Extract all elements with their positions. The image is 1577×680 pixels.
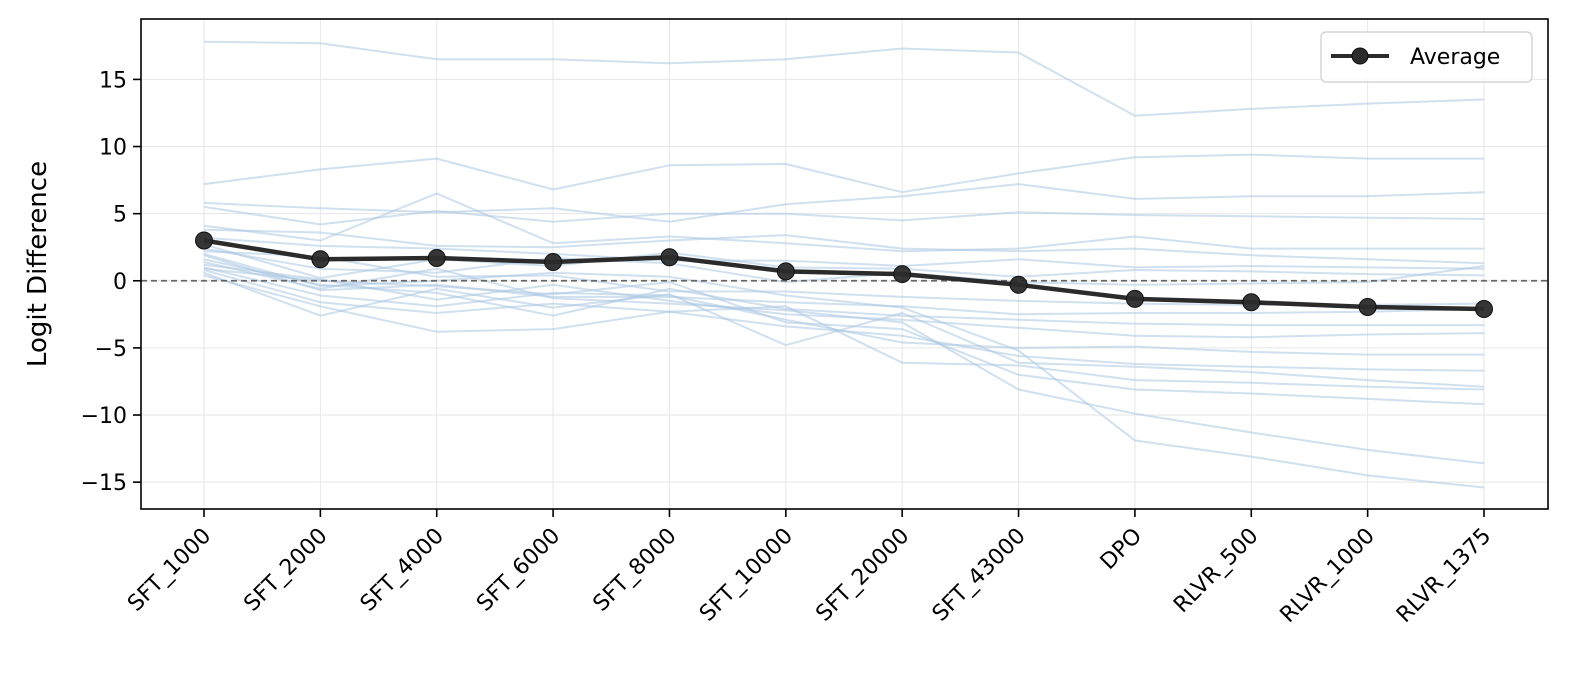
individual-series-line-3	[203, 183, 1485, 223]
y-tick-label: −10	[81, 404, 127, 429]
individual-series-lines	[203, 40, 1485, 489]
average-series-line	[203, 238, 1485, 312]
average-point-SFT_8000	[660, 248, 679, 267]
individual-series-line-16	[203, 271, 1485, 388]
y-tick-label: 0	[113, 270, 127, 295]
individual-series-line-12	[203, 258, 1484, 327]
y-tick-label: −15	[81, 471, 127, 496]
individual-series-line-6	[203, 228, 1485, 265]
y-tick-label: 5	[113, 203, 127, 228]
individual-series-line-17	[203, 274, 1485, 391]
individual-series-line-2	[203, 153, 1484, 194]
individual-series-line-18	[203, 267, 1485, 406]
individual-series-line-19	[203, 261, 1485, 465]
average-point-SFT_6000	[544, 252, 563, 271]
average-point-SFT_20000	[893, 265, 912, 284]
individual-series-line-20	[203, 252, 1485, 489]
y-tick-label: 15	[99, 68, 127, 93]
average-point-RLVR_1375	[1475, 299, 1493, 318]
individual-series-line-1	[203, 40, 1485, 117]
average-point-SFT_43000	[1009, 275, 1028, 294]
individual-series-line-4	[203, 205, 1485, 226]
individual-series-line-15	[203, 269, 1485, 372]
individual-series-line-7	[203, 236, 1485, 270]
legend-box	[1320, 31, 1533, 83]
y-axis: −15 −10 −5 0 5 10 15	[81, 68, 141, 496]
average-point-SFT_1000	[195, 231, 213, 250]
y-tick-label: 10	[99, 136, 127, 161]
legend-swatch-marker	[1351, 47, 1369, 65]
plot-area-frame	[140, 18, 1549, 510]
y-axis-label: Logit Difference	[23, 161, 53, 367]
average-point-SFT_2000	[311, 250, 330, 269]
average-point-SFT_4000	[427, 248, 446, 267]
average-series	[195, 231, 1493, 318]
average-point-RLVR_500	[1242, 293, 1261, 312]
average-point-SFT_10000	[776, 262, 795, 281]
legend-label-average: Average	[1410, 45, 1500, 70]
individual-series-line-8	[203, 243, 1485, 280]
average-point-RLVR_1000	[1358, 297, 1377, 316]
individual-series-line-5	[203, 192, 1484, 253]
average-point-DPO	[1125, 289, 1144, 308]
y-tick-label: −5	[95, 337, 127, 362]
legend: Average	[1320, 31, 1533, 83]
